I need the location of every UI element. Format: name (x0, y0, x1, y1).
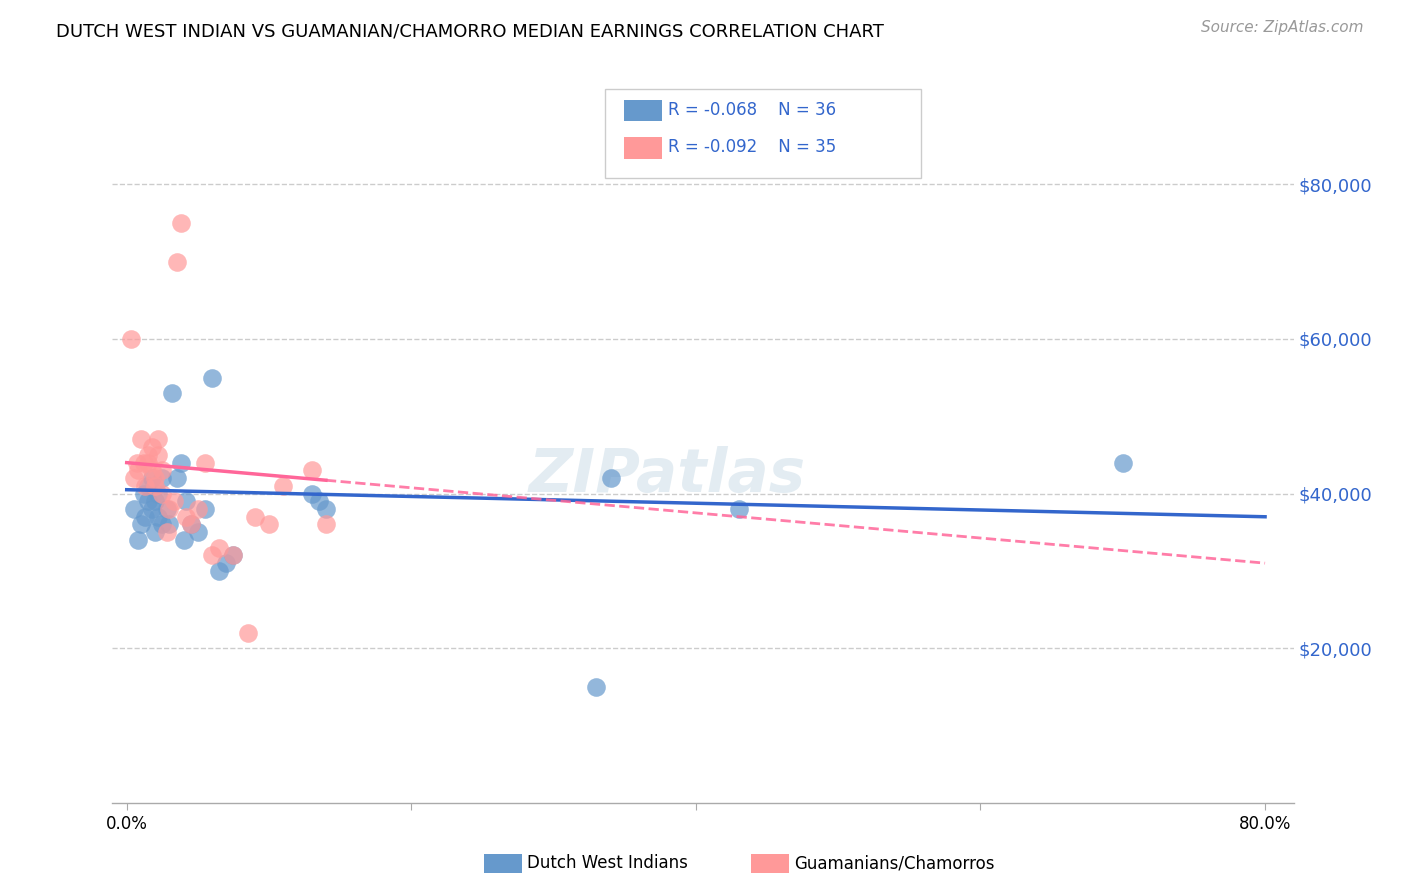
Point (180, 517, 202, 532)
Point (315, 502, 337, 516)
Point (194, 456, 217, 470)
Point (136, 456, 159, 470)
Point (187, 525, 209, 540)
Point (180, 517, 202, 532)
Point (134, 479, 156, 493)
Point (201, 549, 224, 563)
Point (129, 517, 152, 532)
Point (127, 463, 149, 477)
Point (301, 463, 323, 477)
Point (136, 448, 159, 462)
Point (166, 254, 188, 268)
Text: DUTCH WEST INDIAN VS GUAMANIAN/CHAMORRO MEDIAN EARNINGS CORRELATION CHART: DUTCH WEST INDIAN VS GUAMANIAN/CHAMORRO … (56, 22, 884, 40)
Point (146, 448, 169, 462)
Point (194, 502, 217, 516)
Point (208, 541, 231, 555)
Point (176, 494, 198, 508)
Point (257, 517, 280, 532)
Point (136, 479, 159, 493)
Point (132, 486, 155, 500)
Point (136, 494, 159, 508)
Point (271, 479, 294, 493)
Point (599, 471, 621, 485)
Point (163, 494, 186, 508)
Point (215, 556, 238, 570)
Point (315, 517, 337, 532)
Point (129, 433, 152, 447)
Point (166, 471, 188, 485)
Point (122, 502, 145, 516)
Point (141, 471, 163, 485)
Text: Source: ZipAtlas.com: Source: ZipAtlas.com (1201, 20, 1364, 35)
Point (143, 525, 166, 540)
Point (173, 533, 195, 547)
Text: Guamanians/Chamorros: Guamanians/Chamorros (794, 855, 995, 872)
Point (146, 509, 169, 524)
Point (187, 502, 209, 516)
Point (176, 509, 198, 524)
Point (222, 549, 245, 563)
Point (155, 502, 177, 516)
Point (301, 486, 323, 500)
Point (170, 456, 193, 470)
Text: Dutch West Indians: Dutch West Indians (527, 855, 688, 872)
Point (1112, 456, 1135, 470)
Point (157, 502, 180, 516)
Point (150, 471, 173, 485)
Point (127, 533, 149, 547)
Point (132, 456, 155, 470)
Point (727, 502, 749, 516)
Point (201, 370, 224, 384)
Point (143, 494, 166, 508)
Point (146, 433, 169, 447)
Point (308, 494, 330, 508)
Point (122, 471, 145, 485)
Point (236, 625, 259, 640)
Point (143, 471, 166, 485)
Text: ZIPatlas: ZIPatlas (529, 446, 806, 505)
Point (157, 517, 180, 532)
Point (141, 502, 163, 516)
Point (150, 517, 173, 532)
Point (143, 479, 166, 493)
Point (141, 463, 163, 477)
Point (208, 564, 231, 578)
Point (134, 509, 156, 524)
Point (146, 486, 169, 500)
Point (150, 463, 173, 477)
Point (243, 509, 266, 524)
Point (155, 525, 177, 540)
Point (162, 386, 184, 401)
Point (150, 486, 173, 500)
Point (170, 216, 193, 230)
Text: R = -0.068    N = 36: R = -0.068 N = 36 (668, 101, 837, 119)
Point (222, 549, 245, 563)
Point (120, 332, 142, 346)
Point (585, 680, 607, 694)
Point (125, 456, 148, 470)
Text: R = -0.092    N = 35: R = -0.092 N = 35 (668, 138, 837, 156)
Point (141, 440, 163, 454)
